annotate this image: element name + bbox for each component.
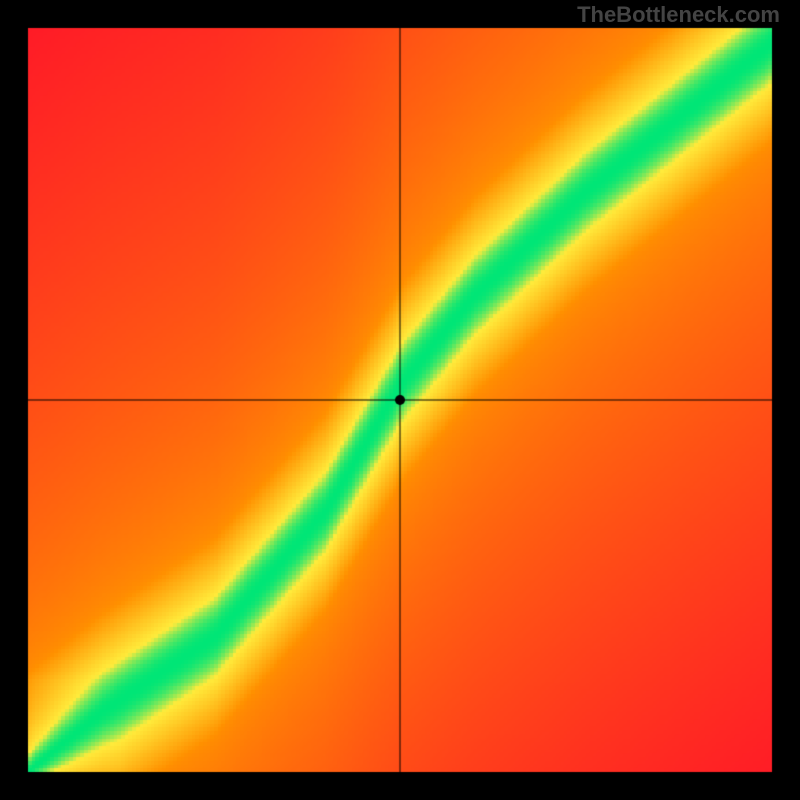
- watermark-text: TheBottleneck.com: [577, 2, 780, 28]
- bottleneck-heatmap: [0, 0, 800, 800]
- chart-container: TheBottleneck.com: [0, 0, 800, 800]
